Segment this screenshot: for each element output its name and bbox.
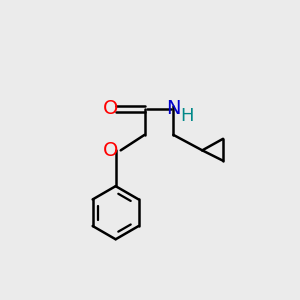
- Text: H: H: [181, 107, 194, 125]
- Text: O: O: [103, 99, 118, 118]
- Text: O: O: [103, 141, 118, 160]
- Text: N: N: [166, 99, 181, 118]
